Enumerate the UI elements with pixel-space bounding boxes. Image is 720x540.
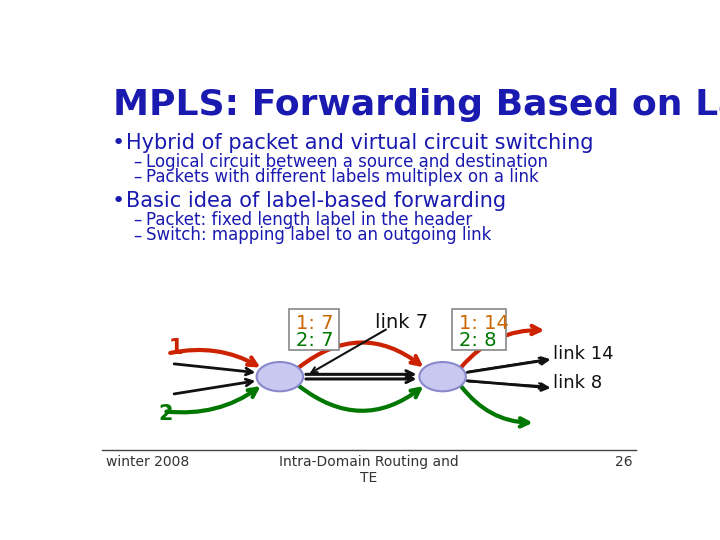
Text: 2: 7: 2: 7	[296, 331, 333, 350]
Text: 1: 14: 1: 14	[459, 314, 509, 333]
FancyArrowPatch shape	[462, 326, 540, 367]
Text: MPLS: Forwarding Based on Labels: MPLS: Forwarding Based on Labels	[113, 88, 720, 122]
FancyArrowPatch shape	[306, 375, 413, 382]
Text: link 8: link 8	[554, 374, 603, 392]
Text: Hybrid of packet and virtual circuit switching: Hybrid of packet and virtual circuit swi…	[126, 132, 593, 153]
FancyArrowPatch shape	[170, 350, 256, 365]
Ellipse shape	[256, 362, 303, 392]
FancyArrowPatch shape	[174, 379, 253, 394]
Text: –: –	[133, 226, 142, 245]
FancyArrowPatch shape	[299, 342, 420, 367]
FancyArrowPatch shape	[467, 381, 548, 390]
Text: Logical circuit between a source and destination: Logical circuit between a source and des…	[145, 153, 548, 171]
Text: Packet: fixed length label in the header: Packet: fixed length label in the header	[145, 211, 472, 229]
Text: link 7: link 7	[375, 313, 428, 332]
FancyBboxPatch shape	[289, 309, 339, 350]
Text: 1: 1	[169, 338, 184, 358]
Text: –: –	[133, 211, 142, 229]
Text: Switch: mapping label to an outgoing link: Switch: mapping label to an outgoing lin…	[145, 226, 491, 245]
Text: •: •	[112, 132, 125, 153]
Text: winter 2008: winter 2008	[106, 455, 189, 469]
Text: 1: 7: 1: 7	[296, 314, 333, 333]
Text: 2: 8: 2: 8	[459, 331, 496, 350]
Text: Basic idea of label-based forwarding: Basic idea of label-based forwarding	[126, 191, 505, 211]
Text: Packets with different labels multiplex on a link: Packets with different labels multiplex …	[145, 168, 539, 186]
FancyBboxPatch shape	[452, 309, 506, 350]
Text: –: –	[133, 153, 142, 171]
Text: –: –	[133, 168, 142, 186]
Ellipse shape	[419, 362, 466, 392]
Text: link 14: link 14	[554, 345, 614, 362]
FancyArrowPatch shape	[462, 387, 528, 427]
Text: Intra-Domain Routing and
TE: Intra-Domain Routing and TE	[279, 455, 459, 485]
FancyArrowPatch shape	[467, 357, 548, 373]
FancyArrowPatch shape	[299, 386, 420, 411]
FancyArrowPatch shape	[166, 389, 257, 413]
Text: 2: 2	[158, 403, 173, 423]
FancyArrowPatch shape	[174, 364, 252, 375]
FancyArrowPatch shape	[306, 371, 413, 378]
Text: 26: 26	[615, 455, 632, 469]
Text: •: •	[112, 191, 125, 211]
